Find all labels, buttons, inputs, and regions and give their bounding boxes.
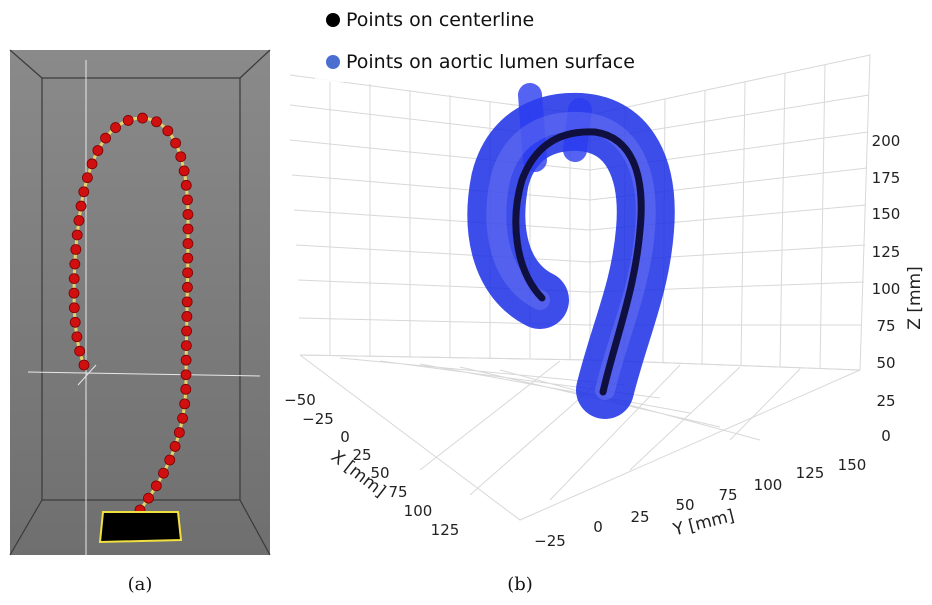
z_axis-tick-label: 125 [872, 243, 901, 261]
control-point [70, 259, 80, 269]
control-point [181, 341, 191, 351]
z_axis-tick-label: 0 [881, 427, 891, 445]
control-point [111, 123, 121, 133]
control-point [151, 117, 161, 127]
z-axis-label: Z [mm] [905, 266, 925, 329]
x_axis-tick-label: 100 [404, 502, 433, 520]
control-point [182, 297, 192, 307]
control-point [79, 360, 89, 370]
control-point [69, 288, 79, 298]
control-point [72, 230, 82, 240]
control-point [70, 317, 80, 327]
control-point [183, 253, 193, 263]
y_axis-tick-label: 25 [630, 508, 649, 526]
control-point [93, 145, 103, 155]
z_axis-tick-label: 50 [876, 354, 895, 372]
control-point [71, 244, 81, 254]
x_axis-tick-label: −50 [284, 391, 316, 409]
control-point [182, 326, 192, 336]
control-point [74, 216, 84, 226]
y_axis-tick-label: 50 [675, 496, 694, 514]
x_axis-tick-label: 0 [340, 428, 350, 446]
control-point [137, 113, 147, 123]
control-point [151, 481, 161, 491]
control-point [181, 180, 191, 190]
legend-marker [326, 13, 340, 27]
control-point [69, 303, 79, 313]
caption: (a) [128, 574, 153, 595]
control-point [182, 282, 192, 292]
control-point [181, 384, 191, 394]
y_axis-tick-label: 125 [796, 464, 825, 482]
legend-marker [326, 55, 340, 69]
control-point [181, 370, 191, 380]
z_axis-tick-label: 75 [876, 317, 895, 335]
control-point [101, 133, 111, 143]
control-point [183, 224, 193, 234]
control-point [176, 152, 186, 162]
control-point [179, 166, 189, 176]
y_axis-tick-label: 100 [754, 476, 783, 494]
control-point [143, 493, 153, 503]
x_axis-tick-label: −25 [302, 410, 334, 428]
control-point [76, 201, 86, 211]
control-point [72, 332, 82, 342]
control-point [123, 115, 133, 125]
control-point [180, 399, 190, 409]
legend-label: Points on aortic lumen surface [346, 51, 635, 73]
z_axis-tick-label: 200 [872, 132, 901, 150]
y_axis-tick-label: 75 [718, 486, 737, 504]
y_axis-tick-label: 150 [838, 456, 867, 474]
figure: (a) −50−250255075100125−2502550751001251… [0, 0, 932, 605]
z_axis-tick-label: 100 [872, 280, 901, 298]
caption: (b) [507, 574, 533, 595]
control-point [171, 138, 181, 148]
control-point [183, 268, 193, 278]
z_axis-tick-label: 25 [876, 392, 895, 410]
inlet-plane [100, 512, 181, 542]
control-point [181, 355, 191, 365]
control-point [170, 441, 180, 451]
panel-a [10, 50, 270, 555]
x_axis-tick-label: 75 [388, 483, 407, 501]
y_axis-tick-label: 0 [593, 518, 603, 536]
control-point [75, 346, 85, 356]
x_axis-tick-label: 125 [431, 521, 460, 539]
y_axis-tick-label: −25 [534, 532, 566, 550]
control-point [163, 126, 173, 136]
control-point [158, 468, 168, 478]
control-point [82, 173, 92, 183]
legend-label: Points on centerline [346, 9, 534, 31]
control-point [79, 187, 89, 197]
control-point [178, 413, 188, 423]
control-point [174, 428, 184, 438]
control-point [69, 274, 79, 284]
z_axis-tick-label: 175 [872, 169, 901, 187]
control-point [165, 455, 175, 465]
control-point [87, 159, 97, 169]
z_axis-tick-label: 150 [872, 205, 901, 223]
control-point [182, 311, 192, 321]
viewport [10, 50, 270, 555]
control-point [182, 195, 192, 205]
control-point [183, 209, 193, 219]
control-point [183, 239, 193, 249]
